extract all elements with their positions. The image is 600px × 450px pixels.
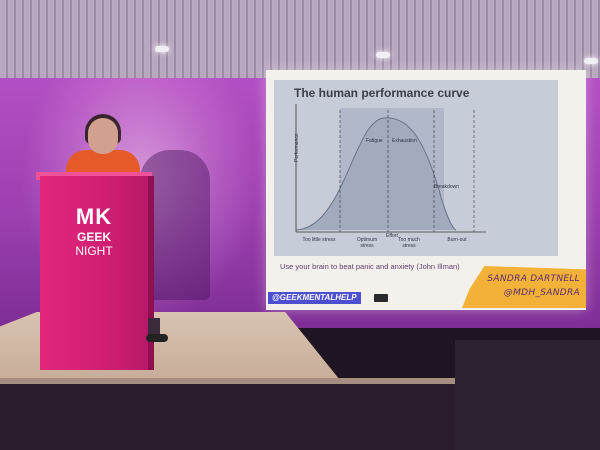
zone-label: Burn-out	[447, 237, 467, 243]
podium-logo-night: NIGHT	[75, 244, 113, 258]
breakdown-label: Breakdown	[434, 184, 460, 190]
y-axis-label: Performance	[294, 133, 300, 162]
exhaustion-label: Exhaustion	[392, 138, 417, 144]
stage-front	[0, 384, 455, 450]
ceiling-light	[376, 52, 390, 58]
performance-curve-graphic	[295, 104, 486, 233]
podium-logo-geek: GEEK	[76, 230, 111, 244]
speaker-banner	[462, 266, 586, 308]
slide-logo-icon	[374, 294, 388, 302]
zone-label: Optimum stress	[356, 237, 378, 249]
floor	[455, 340, 600, 450]
speaker-face	[88, 118, 118, 154]
ceiling-light	[584, 58, 598, 64]
speaker-shoe	[146, 334, 168, 342]
podium-logo-mk: MK	[75, 204, 113, 229]
projection-screen: The human performance curve Performance …	[266, 70, 586, 310]
speaker-name: SANDRA DARTNELL	[487, 274, 580, 284]
ceiling	[0, 0, 600, 80]
podium	[40, 176, 148, 370]
slide-chart-panel: The human performance curve Performance …	[274, 80, 558, 256]
x-axis-label: Effort	[386, 233, 398, 239]
slide-caption: Use your brain to beat panic and anxiety…	[280, 262, 460, 271]
fatigue-label: Fatigue	[366, 138, 383, 144]
stage-edge	[0, 378, 455, 386]
hashtag-badge: @GEEKMENTALHELP	[268, 292, 361, 304]
speaker-handle: @MDH_SANDRA	[503, 288, 580, 298]
slide-title: The human performance curve	[294, 86, 470, 100]
zone-label: Too much stress	[398, 237, 420, 249]
zone-label: Too little stress	[302, 237, 336, 243]
ceiling-light	[155, 46, 169, 52]
